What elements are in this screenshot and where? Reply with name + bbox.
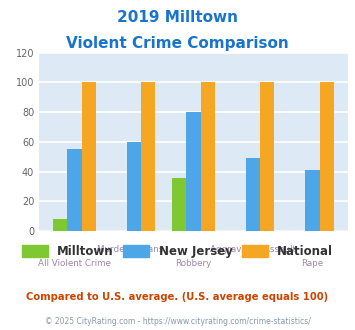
- Bar: [141, 82, 155, 231]
- Bar: [67, 149, 82, 231]
- Bar: [246, 158, 260, 231]
- Text: Compared to U.S. average. (U.S. average equals 100): Compared to U.S. average. (U.S. average …: [26, 292, 329, 302]
- Text: All Violent Crime: All Violent Crime: [38, 259, 111, 268]
- Text: Aggravated Assault: Aggravated Assault: [210, 245, 296, 254]
- Bar: [320, 82, 334, 231]
- Bar: [127, 142, 141, 231]
- Bar: [305, 170, 320, 231]
- Bar: [201, 82, 215, 231]
- Bar: [186, 112, 201, 231]
- Text: 2019 Milltown: 2019 Milltown: [117, 10, 238, 25]
- Legend: Milltown, New Jersey, National: Milltown, New Jersey, National: [17, 240, 338, 263]
- Text: Violent Crime Comparison: Violent Crime Comparison: [66, 36, 289, 51]
- Bar: [82, 82, 96, 231]
- Bar: [260, 82, 274, 231]
- Bar: [53, 219, 67, 231]
- Text: © 2025 CityRating.com - https://www.cityrating.com/crime-statistics/: © 2025 CityRating.com - https://www.city…: [45, 317, 310, 326]
- Text: Rape: Rape: [301, 259, 323, 268]
- Bar: [172, 178, 186, 231]
- Text: Murder & Mans...: Murder & Mans...: [97, 245, 171, 254]
- Text: Robbery: Robbery: [175, 259, 212, 268]
